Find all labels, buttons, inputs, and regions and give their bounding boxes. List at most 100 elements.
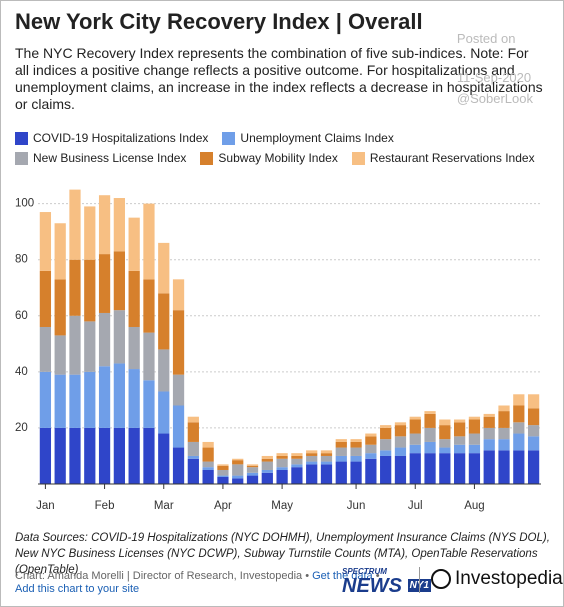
bar-segment xyxy=(380,455,392,484)
bar-segment xyxy=(246,472,259,476)
credit-text: Chart: Amanda Morelli | Director of Rese… xyxy=(15,570,303,582)
legend-item: COVID-19 Hospitalizations Index xyxy=(15,131,208,145)
bar-segment xyxy=(172,310,185,375)
bar-segment xyxy=(69,259,81,316)
y-tick-label: 20 xyxy=(15,422,28,434)
bar-segment xyxy=(320,453,333,456)
legend-label: Unemployment Claims Index xyxy=(240,131,394,145)
bar-segment xyxy=(246,464,259,466)
bar-segment xyxy=(39,270,52,327)
bar-segment xyxy=(498,450,510,484)
bar-segment xyxy=(143,203,155,280)
bar-segment xyxy=(513,394,525,406)
bar-segment xyxy=(394,422,407,426)
bar-segment xyxy=(394,425,407,437)
bar-segment xyxy=(187,422,199,442)
bar-segment xyxy=(113,198,125,252)
watermark-text: Posted on xyxy=(456,31,516,46)
bar-segment xyxy=(276,458,288,468)
bar-segment xyxy=(158,349,170,392)
bar-segment xyxy=(527,425,540,437)
bar-segment xyxy=(158,293,170,350)
bar-segment xyxy=(454,422,466,437)
legend-item: Unemployment Claims Index xyxy=(222,131,394,145)
credit: Chart: Amanda Morelli | Director of Rese… xyxy=(15,570,380,582)
bar-segment xyxy=(291,455,303,459)
bar-segment xyxy=(217,465,229,470)
bar-segment xyxy=(454,453,466,484)
bar-segment xyxy=(409,453,421,484)
bar-segment xyxy=(172,279,185,311)
bar-segment xyxy=(69,374,81,428)
bar-segment xyxy=(320,464,333,484)
get-data-link[interactable]: Get the data xyxy=(312,570,373,582)
add-chart-link[interactable]: Add this chart to your site xyxy=(15,583,140,595)
bar-segment xyxy=(261,469,273,473)
spectrum-logo: SPECTRUM NEWS NY1 xyxy=(342,567,432,597)
bar-segment xyxy=(158,391,170,434)
bar-segment xyxy=(498,405,510,412)
bar-segment xyxy=(69,315,81,375)
bar-segment xyxy=(468,416,481,420)
bar-segment xyxy=(98,254,111,313)
bar-segment xyxy=(246,467,259,473)
bar-segment xyxy=(527,394,540,409)
bar-segment xyxy=(187,441,199,456)
bar-segment xyxy=(54,223,66,280)
x-tick-label: Feb xyxy=(95,500,115,512)
bar-segment xyxy=(424,411,436,414)
bar-segment xyxy=(394,447,407,456)
bar-segment xyxy=(54,335,66,375)
bar-segment xyxy=(468,433,481,445)
bar-segment xyxy=(335,461,347,484)
bar-segment xyxy=(128,270,140,327)
bar-segment xyxy=(454,419,466,423)
legend-item: Restaurant Reservations Index xyxy=(351,151,535,165)
x-tick-label: Jun xyxy=(347,500,366,512)
bar-segment xyxy=(513,405,525,423)
bar-segment xyxy=(350,439,362,442)
bar-segment xyxy=(380,427,392,440)
bar-segment xyxy=(439,425,451,440)
bar-segment xyxy=(483,427,495,440)
bar-segment xyxy=(39,326,52,372)
bar-segment xyxy=(439,419,451,426)
bar-segment xyxy=(291,458,303,465)
bar-segment xyxy=(380,439,392,451)
bar-segment xyxy=(291,453,303,456)
legend-label: Subway Mobility Index xyxy=(218,151,338,165)
logo-text: NEWS xyxy=(342,575,402,597)
bar-segment xyxy=(128,217,140,271)
y-tick-label: 40 xyxy=(15,366,28,378)
watermark-text: 11-Sep-2020 xyxy=(456,70,532,85)
bar-segment xyxy=(202,467,214,470)
bar-segment xyxy=(98,312,111,367)
bar-segment xyxy=(276,467,288,470)
bar-segment xyxy=(158,242,170,294)
bar-segment xyxy=(261,455,273,459)
bar-segment xyxy=(527,408,540,426)
bar-segment xyxy=(498,427,510,440)
bar-segment xyxy=(217,475,229,477)
bar-segment xyxy=(143,279,155,333)
bar-segment xyxy=(350,461,362,484)
bar-segment xyxy=(84,371,96,428)
chart-subtitle: The NYC Recovery Index represents the co… xyxy=(15,45,543,112)
bar-segment xyxy=(276,455,288,459)
legend-label: New Business License Index xyxy=(33,151,187,165)
logo-icon xyxy=(431,568,451,589)
bar-segment xyxy=(84,259,96,322)
bar-segment xyxy=(394,436,407,448)
bar-segment xyxy=(335,455,347,462)
bar-segment xyxy=(246,475,259,484)
x-tick-label: Mar xyxy=(154,500,174,512)
bar-segment xyxy=(320,461,333,465)
bar-segment xyxy=(69,189,81,260)
bar-segment xyxy=(84,427,96,484)
bar-segment xyxy=(380,425,392,428)
y-tick-label: 100 xyxy=(15,198,34,210)
bar-segment xyxy=(232,460,244,465)
bar-segment xyxy=(172,374,185,406)
bar-segment xyxy=(468,444,481,454)
bar-segment xyxy=(113,427,125,484)
